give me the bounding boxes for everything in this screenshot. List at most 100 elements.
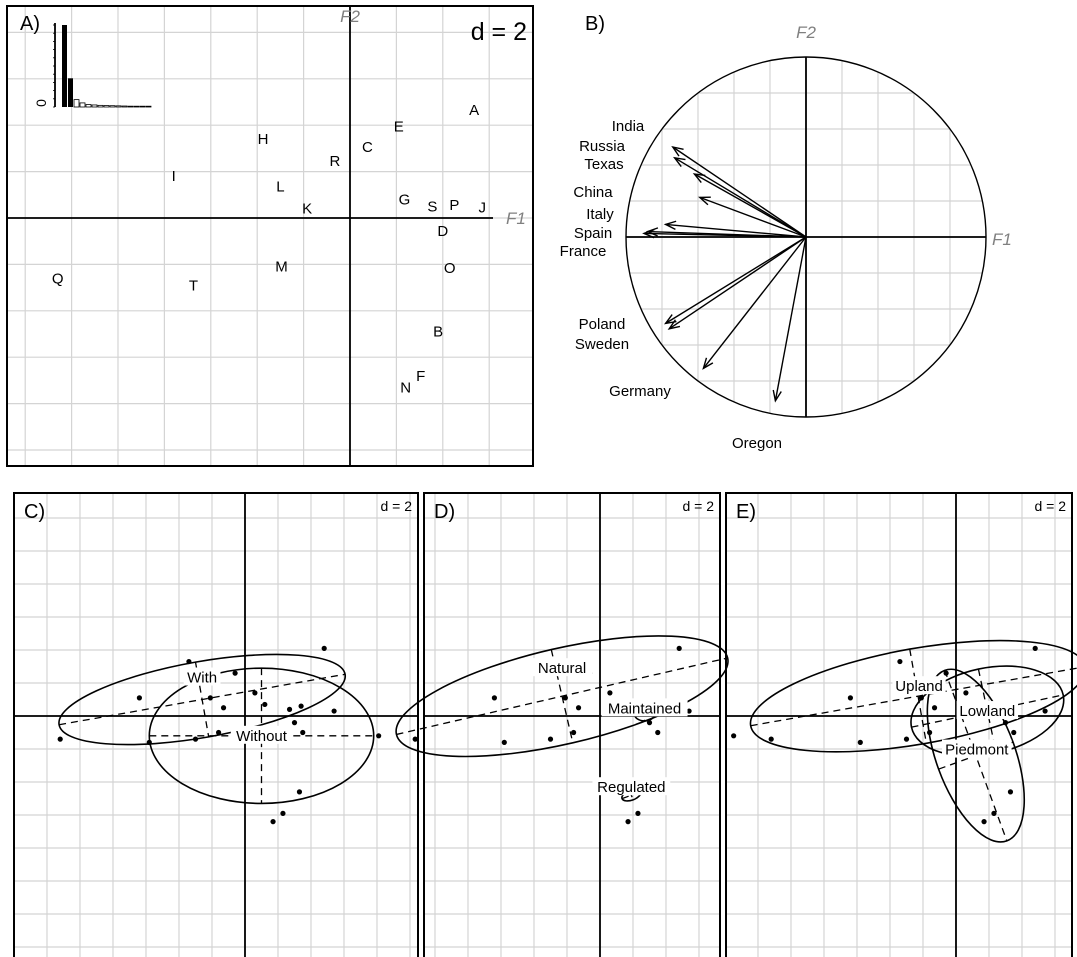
panel-b-label: B) (585, 13, 605, 35)
group-label-bg (956, 701, 1019, 720)
panel-e-point (768, 736, 774, 742)
panel-a-point-R: R (329, 153, 340, 170)
panel-a-eigen-inset: 0 (33, 23, 152, 108)
panel-c-point (376, 733, 382, 739)
panel-e-point (927, 729, 933, 736)
panel-c-point (220, 705, 227, 711)
panel-a-point-C: C (362, 139, 373, 156)
panel-a-point-T: T (189, 277, 198, 294)
arrow-Poland (665, 236, 807, 324)
ellipse-group-natural (395, 635, 729, 758)
group-label-bg (183, 667, 221, 686)
panel-c-point (291, 720, 298, 726)
panel-e-point (1032, 645, 1038, 651)
panel-e-point (903, 736, 910, 742)
panel-d-point (625, 819, 631, 825)
panel-d-label: D) (434, 501, 455, 523)
panel-c-point (232, 670, 238, 676)
panel-a-point-L: L (276, 179, 284, 196)
panel-e-frame (725, 492, 1073, 957)
eigen-bar (97, 104, 104, 108)
arrowhead-Texas (692, 173, 706, 184)
arrow-France (643, 232, 807, 238)
eigen-bar (85, 104, 92, 108)
arrow-India (672, 146, 807, 238)
panel-e-point (991, 810, 997, 816)
panel-c-point (331, 708, 337, 714)
panel-b-var-spain: Spain (574, 225, 612, 242)
panel-d-point (607, 690, 613, 696)
arrowhead-India (671, 145, 684, 157)
ellipse-upland (749, 639, 1077, 753)
arrowhead-France (642, 228, 655, 239)
group-label-bg (601, 698, 688, 717)
panel-c-point (216, 729, 222, 736)
panel-a-point-N: N (400, 379, 411, 396)
panel-d-group-natural: Natural (538, 660, 586, 677)
panel-e-scale-label: d = 2 (1034, 498, 1066, 514)
panel-c-grid (13, 493, 418, 957)
group-label-bg (942, 739, 1012, 758)
panel-a-point-B: B (433, 324, 443, 341)
eigen-bar (127, 105, 134, 108)
ellipse-group-upland (749, 639, 1077, 753)
panel-c-frame (13, 492, 419, 957)
eigen-zero-label: 0 (33, 99, 49, 107)
arrow-Germany (702, 236, 807, 369)
panel-b-var-poland: Poland (579, 316, 626, 333)
panel-e-group-lowland: Lowland (959, 703, 1015, 720)
group-label-bg (230, 725, 293, 744)
panel-c-point (136, 695, 142, 701)
panel-c-point (146, 739, 152, 746)
panel-b-var-oregon: Oregon (732, 435, 782, 452)
panel-c-point (280, 810, 286, 816)
eigen-bar (109, 105, 116, 108)
panel-d-point (646, 720, 653, 726)
eigen-bar (73, 99, 80, 108)
panel-d-point (731, 733, 737, 739)
group-label-bg (531, 658, 593, 677)
panel-a-point-E: E (394, 118, 404, 135)
panel-c-point (296, 789, 303, 795)
panel-c-group-with: With (187, 670, 217, 687)
panel-b-var-india: India (612, 118, 645, 135)
panel-a-label: A) (20, 13, 40, 35)
panel-c-point (192, 736, 199, 742)
panel-e-group-piedmont: Piedmont (945, 742, 1009, 759)
panel-b-var-russia: Russia (579, 138, 626, 155)
arrow-Sweden (668, 236, 807, 330)
arrowhead-Poland (663, 314, 677, 325)
arrow-China (699, 196, 807, 238)
panel-e-point (847, 695, 854, 701)
panel-c-point (57, 736, 63, 742)
ellipse-group-with (58, 653, 347, 746)
panel-e-point (1007, 789, 1014, 795)
group-label-bg (592, 777, 671, 796)
panel-d-scale-label: d = 2 (682, 498, 714, 514)
panel-a-frame (6, 5, 534, 467)
eigen-bar (91, 104, 98, 108)
panel-a-f1-label: F1 (506, 209, 526, 228)
panel-d-group-regulated: Regulated (597, 779, 665, 796)
eigen-bar (62, 25, 67, 107)
panel-d-point (491, 695, 497, 701)
panel-a-point-S: S (427, 198, 437, 215)
panel-b-var-italy: Italy (586, 206, 614, 223)
panel-d-point (571, 729, 577, 736)
panel-e-point (1002, 720, 1009, 726)
panel-e-point (1042, 708, 1048, 714)
panel-b-grid-mask (622, 53, 990, 421)
panel-d-grid (424, 493, 720, 957)
panel-e-point (943, 670, 949, 676)
panel-a-point-O: O (444, 260, 456, 277)
arrow-Texas (694, 173, 807, 238)
arrowhead-Germany (702, 357, 714, 370)
panel-e-point (931, 705, 938, 711)
panel-a-point-K: K (302, 201, 312, 218)
arrowhead-Oregon (772, 389, 782, 403)
panel-b-f1-label: F1 (992, 230, 1012, 249)
panel-c-group-without: Without (236, 728, 288, 745)
panel-a-point-D: D (437, 223, 448, 240)
panel-e-grid (726, 493, 1072, 957)
panel-d-point (501, 739, 507, 746)
